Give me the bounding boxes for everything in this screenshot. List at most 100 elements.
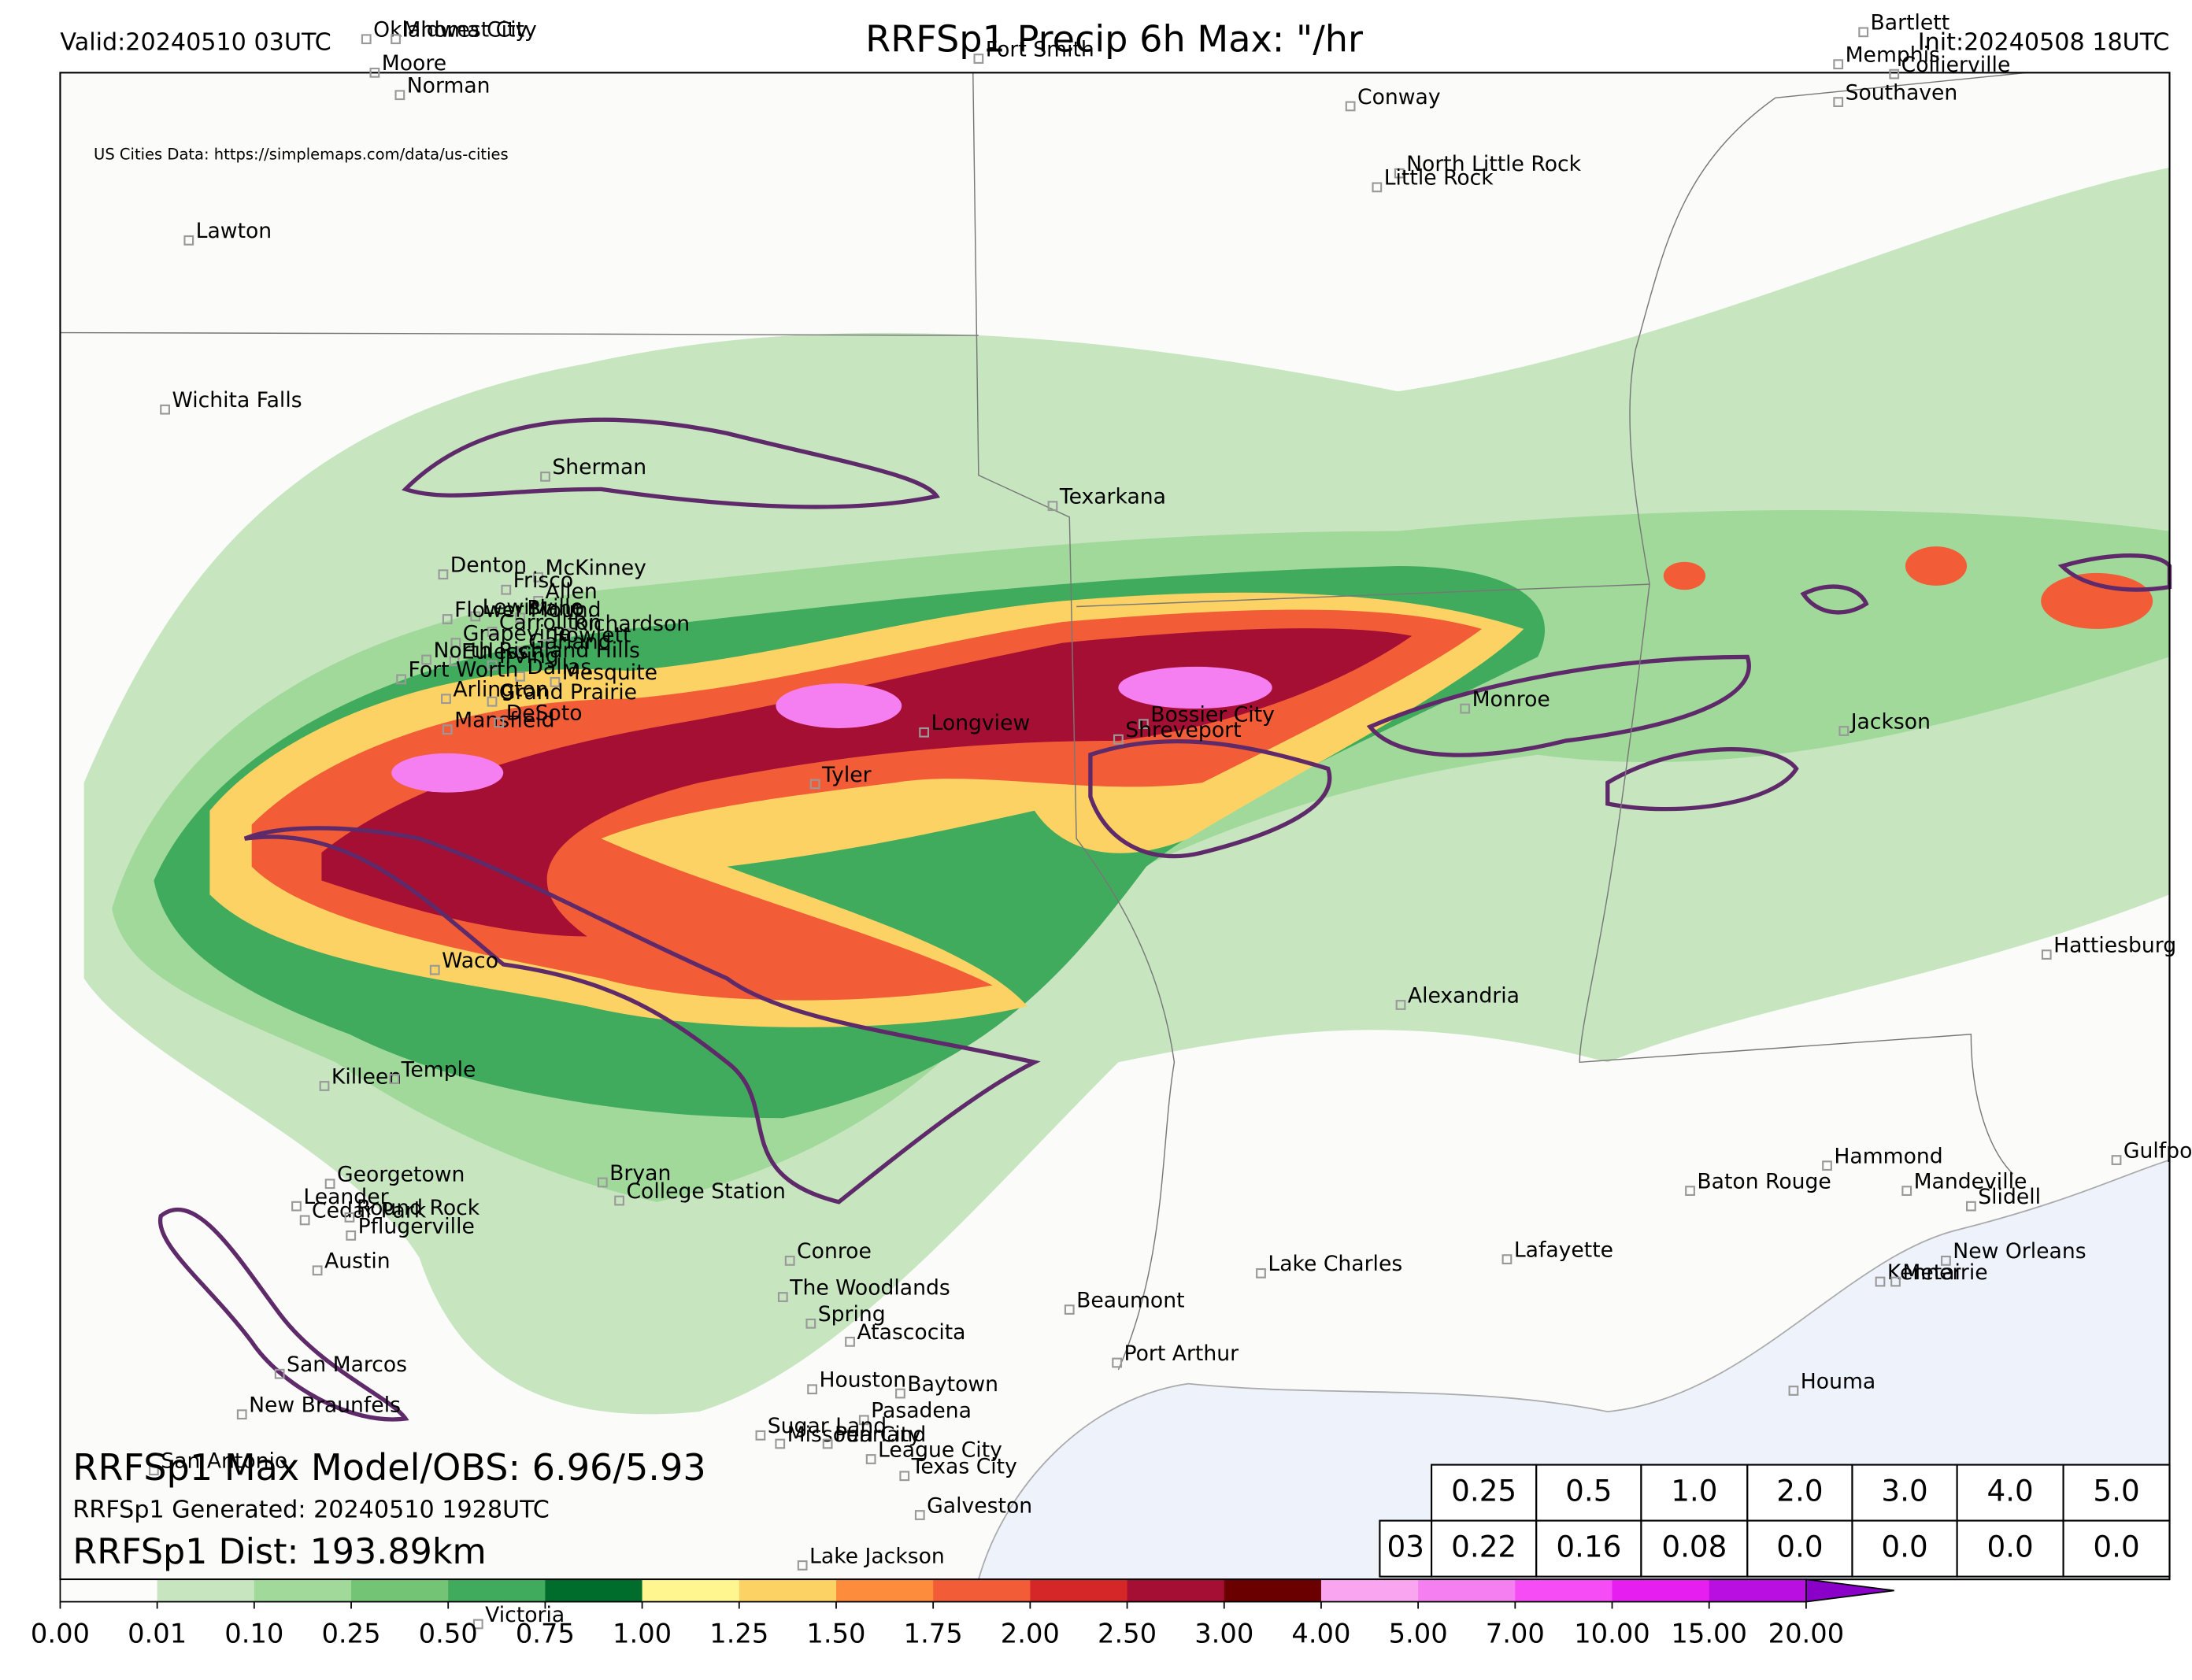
city-marker [540, 639, 550, 649]
colorbar-tick-label: 10.00 [1574, 1619, 1650, 1649]
city-label: Bartlett [1871, 11, 1950, 35]
city-marker [1460, 703, 1471, 714]
city-label: Plano [527, 597, 584, 621]
city-label: Conway [1357, 85, 1441, 109]
colorbar-segment [1127, 1579, 1225, 1602]
precip-maroon [321, 628, 1413, 937]
distance: RRFSp1 Dist: 193.89km [72, 1532, 486, 1572]
city-marker [312, 1265, 323, 1276]
city-marker [1822, 1160, 1832, 1171]
precip-red-spot [2041, 572, 2153, 629]
city-marker [183, 235, 194, 246]
table-value: 0.0 [2093, 1530, 2139, 1564]
generated: RRFSp1 Generated: 20240510 1928UTC [72, 1497, 549, 1524]
city-marker [442, 614, 453, 624]
colorbar-segment [642, 1579, 740, 1602]
city-label: Grapevine [463, 622, 572, 646]
table-cell [1379, 1519, 1433, 1578]
city-label: Temple [401, 1057, 476, 1082]
colorbar-segment [1709, 1579, 1807, 1602]
colorbar: 0.00 0.01 0.10 0.25 0.50 0.75 1.00 1.25 1.50 1.75… [31, 1578, 1894, 1649]
city-label: Cedar Park [312, 1199, 427, 1223]
obs-contour [1088, 738, 1332, 859]
city-marker [1394, 168, 1405, 179]
city-label: Texarkana [1059, 485, 1166, 509]
city-label: Port Arthur [1124, 1341, 1239, 1366]
colorbar-segment [157, 1579, 255, 1602]
city-marker [515, 671, 525, 682]
city-label: Round Rock [357, 1196, 480, 1220]
table-value: 03 [1387, 1530, 1424, 1564]
colorbar-segment [1320, 1579, 1420, 1602]
city-marker [1965, 1201, 1976, 1212]
city-label: Atascocita [857, 1320, 965, 1345]
city-label: Houma [1801, 1369, 1875, 1393]
state-border [1629, 72, 2027, 585]
city-marker [973, 54, 984, 64]
colorbar-tick-label: 20.00 [1768, 1619, 1845, 1649]
precip-pink [391, 753, 504, 793]
city-label: Slidell [1978, 1185, 2041, 1209]
obs-contour [1366, 654, 1751, 757]
colorbar-tick-label: 2.00 [1001, 1619, 1060, 1649]
city-label: Southaven [1846, 80, 1958, 105]
colorbar-segment [545, 1579, 643, 1602]
city-marker [1501, 1254, 1513, 1265]
city-label: Memphis [1846, 43, 1940, 68]
colorbar-segment [1030, 1579, 1128, 1602]
city-label: Arlington [453, 678, 548, 702]
table-value: 0.22 [1451, 1530, 1516, 1564]
city-marker [487, 627, 498, 637]
city-marker [472, 1619, 483, 1630]
city-marker [389, 1074, 400, 1084]
city-label: New Orleans [1953, 1239, 2086, 1264]
city-label: Galveston [927, 1493, 1032, 1518]
colorbar-tick-label: 0.75 [516, 1619, 575, 1649]
precip-red-spot [1905, 546, 1968, 586]
colorbar-tick-label: 1.75 [904, 1619, 963, 1649]
city-label: Lewisville [483, 595, 583, 620]
table-cell [2062, 1519, 2171, 1578]
city-marker [516, 646, 527, 657]
city-marker [2111, 1155, 2122, 1165]
city-marker [1788, 1386, 1799, 1396]
city-label: Monroe [1472, 687, 1550, 712]
colorbar-segment [739, 1579, 837, 1602]
colorbar-segment [1515, 1579, 1613, 1602]
city-marker [149, 1465, 159, 1476]
city-marker [1685, 1186, 1695, 1197]
city-label: Wichita Falls [172, 388, 302, 413]
city-label: Bryan [609, 1161, 671, 1186]
city-marker [1833, 97, 1844, 107]
city-label: Richardson [573, 612, 690, 636]
colorbar-tick-label: 7.00 [1486, 1619, 1545, 1649]
city-label: McKinney [546, 556, 646, 580]
city-marker [160, 404, 170, 415]
city-label: Allen [546, 579, 598, 604]
city-label: Mandeville [1914, 1169, 2027, 1193]
city-label: Gulfport [2124, 1138, 2192, 1163]
city-label: Shreveport [1125, 718, 1241, 742]
city-marker [865, 1454, 876, 1464]
obs-contour [243, 826, 1041, 1204]
city-marker [1047, 501, 1058, 512]
city-label: Killeen [331, 1064, 402, 1089]
city-marker [1858, 27, 1869, 38]
city-marker [394, 90, 405, 101]
state-border [972, 72, 1176, 1371]
city-label: League City [878, 1438, 1002, 1462]
city-label: Denton [450, 553, 527, 578]
city-label: Waco [442, 949, 498, 973]
city-marker [346, 1230, 357, 1241]
city-label: Bossier City [1150, 702, 1275, 727]
threshold-label: 0.25 [1451, 1474, 1516, 1508]
city-label: Pearland [835, 1423, 926, 1447]
state-border [1076, 583, 1650, 608]
city-label: Hammond [1834, 1145, 1942, 1169]
city-marker [614, 1195, 624, 1206]
city-marker [1901, 1186, 1912, 1197]
city-marker [919, 727, 930, 738]
table-cell [1535, 1519, 1642, 1578]
map-area [60, 72, 2172, 1581]
